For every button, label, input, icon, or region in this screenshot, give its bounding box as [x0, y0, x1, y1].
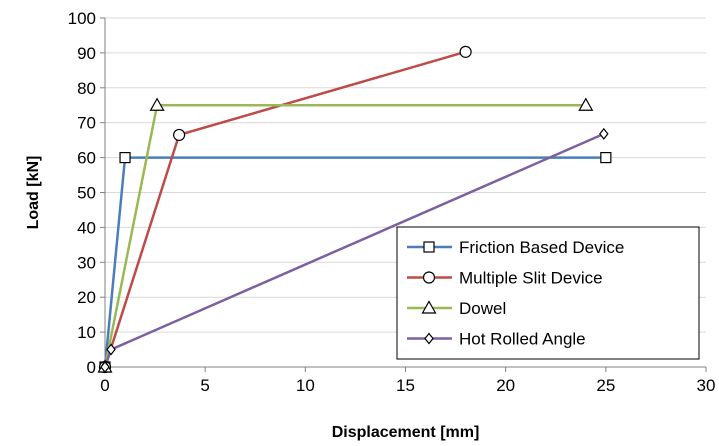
y-tick-label: 0 [87, 358, 96, 377]
data-point-triangle [578, 97, 594, 111]
legend-item: Friction Based Device [407, 238, 624, 257]
series-group [97, 45, 612, 374]
data-point-circle [173, 128, 186, 142]
legend-marker-circle [422, 271, 436, 284]
y-tick-label: 90 [77, 44, 96, 63]
x-tick-label: 20 [496, 376, 515, 395]
legend-label: Hot Rolled Angle [459, 330, 586, 349]
x-tick-label: 15 [396, 376, 415, 395]
data-point-triangle [149, 97, 165, 111]
data-point-diamond [100, 361, 110, 373]
legend-marker-diamond [424, 332, 434, 345]
legend-marker-square [423, 241, 435, 253]
x-tick-label: 0 [100, 376, 109, 395]
y-tick-label: 100 [68, 9, 96, 28]
x-tick-label: 5 [200, 376, 209, 395]
legend-label: Multiple Slit Device [459, 269, 603, 288]
data-point-diamond [106, 343, 116, 356]
y-tick-label: 60 [77, 149, 96, 168]
y-tick-label: 40 [77, 218, 96, 237]
legend-marker-triangle [421, 300, 437, 314]
x-tick-label: 30 [697, 376, 716, 395]
y-tick-label: 50 [77, 184, 96, 203]
x-axis-title: Displacement [mm] [332, 424, 480, 441]
y-tick-label: 70 [77, 114, 96, 133]
legend-item: Hot Rolled Angle [407, 330, 586, 349]
series-markers [100, 127, 609, 373]
data-point-diamond [599, 127, 609, 140]
data-point-circle [459, 45, 472, 58]
y-axis-title: Load [kN] [25, 156, 42, 230]
x-tick-label: 25 [596, 376, 615, 395]
legend-item: Dowel [407, 299, 506, 318]
y-tick-label: 30 [77, 253, 96, 272]
y-tick-label: 10 [77, 323, 96, 342]
legend-label: Dowel [459, 299, 506, 318]
data-point-square [600, 152, 612, 164]
legend-label: Friction Based Device [459, 238, 624, 257]
y-tick-label: 20 [77, 288, 96, 307]
axes [100, 17, 707, 372]
legend: Friction Based Device Multiple Slit Devic… [396, 226, 700, 360]
tick-labels: 0 10 20 30 40 50 60 70 80 90 100 0 5 10 15 20 25 30 [68, 9, 716, 395]
y-tick-label: 80 [77, 79, 96, 98]
legend-item: Multiple Slit Device [407, 269, 603, 288]
data-point-square [119, 152, 131, 164]
x-tick-label: 10 [296, 376, 315, 395]
legend-box [396, 226, 700, 360]
